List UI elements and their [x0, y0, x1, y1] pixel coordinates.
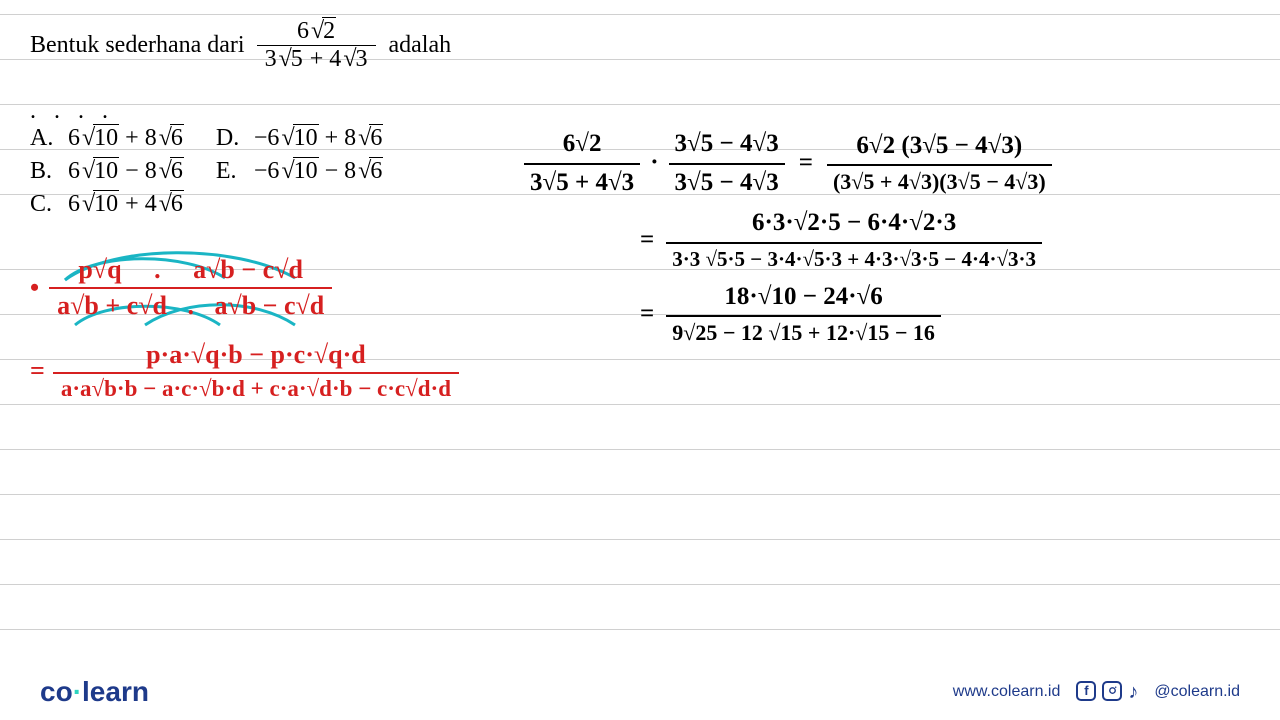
logo-dot-icon: ·	[73, 676, 82, 707]
question-prefix: Bentuk sederhana dari	[30, 32, 245, 59]
equals-sign: =	[640, 298, 654, 331]
bw-l1-f1-den: 3√5 + 4√3	[524, 163, 640, 200]
brand-logo: co·learn	[40, 676, 149, 708]
choice-c: C. 610 + 46	[30, 191, 184, 218]
bw-l1-res-num: 6√2 (3√5 − 4√3)	[850, 130, 1028, 165]
choice-b: B. 610 − 86	[30, 158, 184, 185]
red-den-left: a√b + c√d	[57, 291, 167, 320]
footer: co·learn www.colearn.id f ♪ @colearn.id	[0, 676, 1280, 708]
tiktok-icon: ♪	[1128, 681, 1138, 704]
bw-l2-den: 3·3 √5·5 − 3·4·√5·3 + 4·3·√3·5 − 4·4·√3·…	[666, 242, 1042, 273]
choice-label: D.	[216, 125, 244, 152]
equals-sign: =	[799, 147, 813, 180]
bw-l1-f2-num: 3√5 − 4√3	[669, 128, 785, 163]
bw-l2-num: 6·3·√2·5 − 6·4·√2·3	[746, 207, 962, 242]
dot-sep: ·	[650, 147, 658, 180]
question-fraction: 62 35 + 43	[257, 18, 377, 73]
equals-sign: =	[30, 356, 45, 386]
choice-label: C.	[30, 191, 58, 218]
equals-sign: =	[640, 224, 654, 257]
bw-l1-f1-num: 6√2	[557, 128, 608, 163]
question-suffix: adalah	[388, 32, 451, 59]
dot-sep: .	[187, 291, 194, 320]
question-block: Bentuk sederhana dari 62 35 + 43 adalah	[30, 18, 451, 73]
red-den-right: a√b − c√d	[214, 291, 324, 320]
dot-sep: .	[154, 255, 161, 284]
logo-learn: learn	[82, 676, 149, 707]
red-handwriting-block: • p√q . a√b − c√d a√b + c√d . a√b − c√d …	[30, 265, 459, 393]
footer-handle: @colearn.id	[1154, 683, 1240, 701]
choice-label: E.	[216, 158, 244, 185]
answer-choices: A. 610 + 86 B. 610 − 86 C. 610 + 46 D. −…	[30, 125, 383, 218]
bw-l3-den: 9√25 − 12 √15 + 12·√15 − 16	[666, 315, 941, 348]
red-result-num: p·a·√q·b − p·c·√q·d	[138, 340, 374, 372]
bullet-icon: •	[30, 273, 39, 303]
bw-l1-res-den: (3√5 + 4√3)(3√5 − 4√3)	[827, 164, 1052, 197]
facebook-icon: f	[1076, 681, 1096, 701]
choice-label: A.	[30, 125, 58, 152]
bw-l1-f2-den: 3√5 − 4√3	[669, 163, 785, 200]
black-handwriting-block: 6√2 3√5 + 4√3 · 3√5 − 4√3 3√5 − 4√3 = 6√…	[520, 128, 1056, 356]
choice-e: E. −610 − 86	[216, 158, 383, 185]
choice-label: B.	[30, 158, 58, 185]
red-num-right: a√b − c√d	[193, 255, 303, 284]
ellipsis: . . . .	[30, 98, 114, 125]
choice-a: A. 610 + 86	[30, 125, 184, 152]
social-icons: f ♪	[1076, 681, 1138, 704]
instagram-icon	[1102, 681, 1122, 701]
footer-url: www.colearn.id	[953, 683, 1061, 701]
logo-co: co	[40, 676, 73, 707]
bw-l3-num: 18·√10 − 24·√6	[718, 281, 888, 316]
red-num-left: p√q	[78, 255, 121, 284]
choice-d: D. −610 + 86	[216, 125, 383, 152]
red-result-den: a·a√b·b − a·c·√b·d + c·a·√d·b − c·c√d·d	[53, 372, 459, 402]
